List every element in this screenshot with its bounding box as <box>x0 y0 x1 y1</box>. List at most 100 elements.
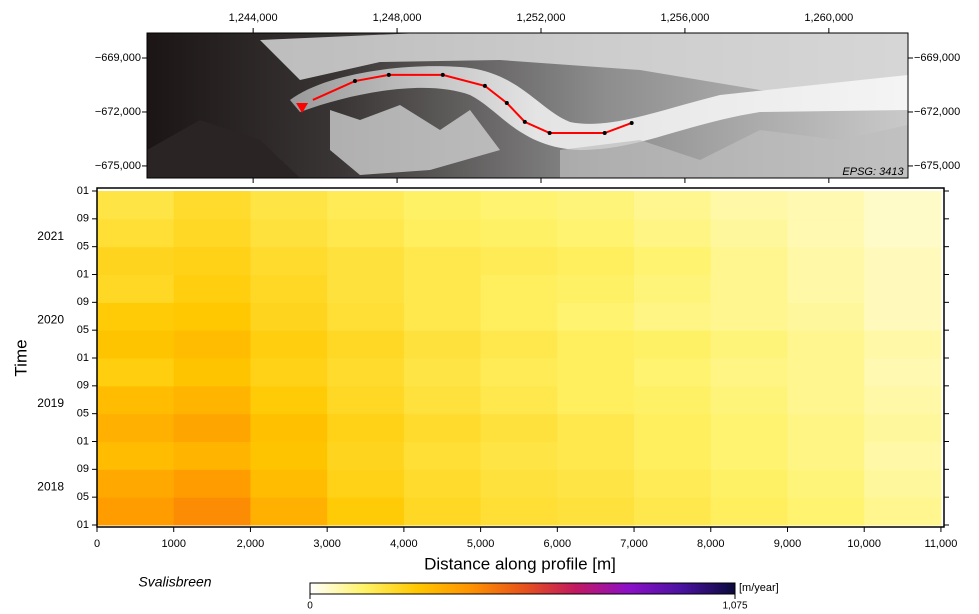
heatmap-cell <box>557 330 634 358</box>
heatmap-cell <box>711 469 788 497</box>
profile-point <box>387 73 391 77</box>
profile-point <box>505 101 509 105</box>
x-tick-label: 6,000 <box>544 538 572 550</box>
heatmap-cell <box>481 275 558 303</box>
heatmap-cell <box>787 469 864 497</box>
heatmap-cell <box>250 330 327 358</box>
heatmap-cell <box>481 414 558 442</box>
heatmap-cell <box>711 442 788 470</box>
y-tick-label: 05 <box>77 324 89 336</box>
year-label: 2018 <box>37 480 64 494</box>
heatmap-cell <box>404 219 481 247</box>
x-tick-label: 1,256,000 <box>660 12 709 24</box>
heatmap-cell <box>787 386 864 414</box>
heatmap-cell <box>864 469 941 497</box>
heatmap-cell <box>557 497 634 525</box>
heatmap-cell <box>97 358 174 386</box>
heatmap-cell <box>481 386 558 414</box>
figure: EPSG: 3413 Distance along profile [m] Ti… <box>0 0 979 614</box>
heatmap-cell <box>864 358 941 386</box>
heatmap-cell <box>327 330 404 358</box>
heatmap-cell <box>557 414 634 442</box>
heatmap-cell <box>97 469 174 497</box>
colorbar <box>310 583 735 594</box>
heatmap-cell <box>557 302 634 330</box>
heatmap-cell <box>250 414 327 442</box>
heatmap-cell <box>174 302 251 330</box>
heatmap-cell <box>97 386 174 414</box>
heatmap-cell <box>174 386 251 414</box>
heatmap-cell <box>481 219 558 247</box>
heatmap-cell <box>404 330 481 358</box>
heatmap-cell <box>864 497 941 525</box>
heatmap-cell <box>557 386 634 414</box>
colorbar-unit: [m/year] <box>739 582 779 594</box>
heatmap-cell <box>711 497 788 525</box>
heatmap-cell <box>327 442 404 470</box>
heatmap-cell <box>634 414 711 442</box>
y-tick-label: 05 <box>77 491 89 503</box>
heatmap-cell <box>404 358 481 386</box>
heatmap-cell <box>864 219 941 247</box>
heatmap-cell <box>864 302 941 330</box>
map-annotation: EPSG: 3413 <box>842 166 904 178</box>
heatmap-cell <box>404 386 481 414</box>
x-tick-label: 1,248,000 <box>373 12 422 24</box>
y-tick-label: 01 <box>77 185 89 197</box>
heatmap-cell <box>174 219 251 247</box>
heatmap-cell <box>634 386 711 414</box>
profile-point <box>548 131 552 135</box>
heatmap-cell <box>481 330 558 358</box>
heatmap-cell <box>634 442 711 470</box>
heatmap-cell <box>481 358 558 386</box>
year-label: 2021 <box>37 229 64 243</box>
heatmap-cell <box>174 497 251 525</box>
heatmap-cell <box>327 414 404 442</box>
heatmap-cell <box>327 497 404 525</box>
heatmap-cell <box>481 497 558 525</box>
x-tick-label: 1,244,000 <box>229 12 278 24</box>
y-tick-label: 01 <box>77 519 89 531</box>
heatmap-cell <box>97 275 174 303</box>
profile-point <box>603 131 607 135</box>
heatmap-cell <box>787 247 864 275</box>
heatmap-cell <box>404 442 481 470</box>
profile-point <box>353 79 357 83</box>
map-image <box>147 33 908 178</box>
y-tick-label: 05 <box>77 241 89 253</box>
heatmap-cell <box>787 414 864 442</box>
y-tick-label: 01 <box>77 435 89 447</box>
heatmap-cell <box>97 191 174 219</box>
heatmap-cell <box>327 275 404 303</box>
heatmap-cell <box>634 275 711 303</box>
heatmap-cell <box>557 219 634 247</box>
heatmap-cell <box>174 358 251 386</box>
heatmap-cell <box>864 330 941 358</box>
heatmap-cell <box>97 330 174 358</box>
heatmap-cell <box>634 247 711 275</box>
heatmap-cell <box>481 469 558 497</box>
x-tick-label: 8,000 <box>697 538 725 550</box>
y-tick-label: −669,000 <box>95 52 141 64</box>
heatmap-cell <box>174 330 251 358</box>
heatmap-cell <box>250 302 327 330</box>
heatmap-cell <box>327 219 404 247</box>
heatmap-cell <box>634 191 711 219</box>
y-tick-label: −672,000 <box>914 106 960 118</box>
heatmap-cell <box>634 219 711 247</box>
x-tick-label: 11,000 <box>925 538 958 550</box>
x-tick-label: 0 <box>94 538 100 550</box>
heatmap-cell <box>404 497 481 525</box>
heatmap-cell <box>327 247 404 275</box>
heatmap-cell <box>250 275 327 303</box>
chart-title: Svalisbreen <box>138 574 211 590</box>
heatmap-cell <box>557 358 634 386</box>
heatmap-cell <box>787 191 864 219</box>
y-tick-label: 01 <box>77 268 89 280</box>
heatmap-cell <box>327 191 404 219</box>
heatmap-cell <box>787 330 864 358</box>
heatmap-cell <box>711 358 788 386</box>
heatmap-cell <box>557 275 634 303</box>
heatmap-cell <box>404 469 481 497</box>
profile-point <box>630 121 634 125</box>
